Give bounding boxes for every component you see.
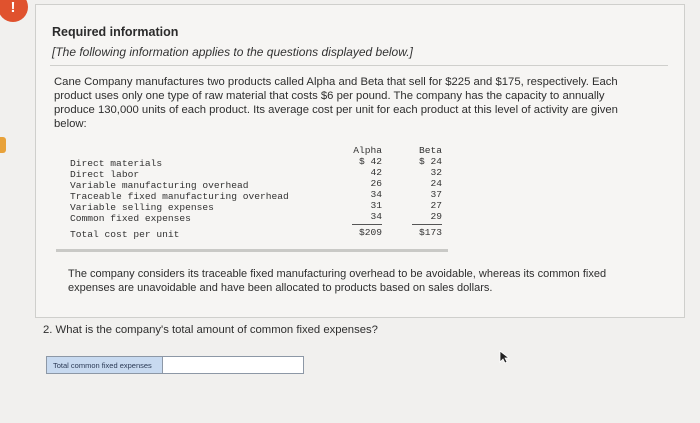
row-label-total: Total cost per unit xyxy=(70,229,180,240)
alpha-direct-labor: 42 xyxy=(370,167,382,178)
row-label-variable-mfg-overhead: Variable manufacturing overhead xyxy=(70,180,249,191)
row-label-traceable-fixed-mfg-overhead: Traceable fixed manufacturing overhead xyxy=(70,191,289,202)
required-info-heading: Required information xyxy=(52,25,179,39)
closing-paragraph: The company considers its traceable fixe… xyxy=(68,268,607,294)
divider xyxy=(50,65,668,66)
row-label-common-fixed: Common fixed expenses xyxy=(70,213,191,224)
beta-traceable-fixed-mfg-overhead: 37 xyxy=(430,189,442,200)
beta-variable-selling: 27 xyxy=(430,200,442,211)
row-label-variable-selling: Variable selling expenses xyxy=(70,202,214,213)
required-info-panel: Required information [The following info… xyxy=(35,4,685,318)
answer-input[interactable] xyxy=(162,357,303,373)
answer-row: Total common fixed expenses xyxy=(46,356,304,374)
alpha-direct-materials: $ 42 xyxy=(358,156,382,167)
alpha-variable-mfg-overhead: 26 xyxy=(370,178,382,189)
beta-direct-labor: 32 xyxy=(430,167,442,178)
cost-table: Alpha Beta Direct materials $ 42 $ 24 Di… xyxy=(70,145,460,243)
table-bottom-rule xyxy=(56,249,448,252)
alert-icon: ! xyxy=(0,0,28,22)
side-tab[interactable] xyxy=(0,137,6,153)
alpha-total: $209 xyxy=(358,227,382,238)
beta-total: $173 xyxy=(418,227,442,238)
beta-direct-materials: $ 24 xyxy=(418,156,442,167)
alpha-common-fixed: 34 xyxy=(370,211,382,222)
row-label-direct-labor: Direct labor xyxy=(70,169,140,180)
row-label-direct-materials: Direct materials xyxy=(70,158,163,169)
beta-total-underline xyxy=(412,224,442,225)
beta-variable-mfg-overhead: 24 xyxy=(430,178,442,189)
header-alpha: Alpha xyxy=(353,145,382,156)
question-text: 2. What is the company's total amount of… xyxy=(43,324,378,336)
intro-paragraph: Cane Company manufactures two products c… xyxy=(54,76,618,130)
header-beta: Beta xyxy=(418,145,442,156)
beta-common-fixed: 29 xyxy=(430,211,442,222)
info-note: [The following information applies to th… xyxy=(52,45,413,59)
alpha-traceable-fixed-mfg-overhead: 34 xyxy=(370,189,382,200)
alpha-variable-selling: 31 xyxy=(370,200,382,211)
mouse-cursor-icon xyxy=(499,350,511,364)
answer-label: Total common fixed expenses xyxy=(47,357,162,373)
alpha-total-underline xyxy=(352,224,382,225)
